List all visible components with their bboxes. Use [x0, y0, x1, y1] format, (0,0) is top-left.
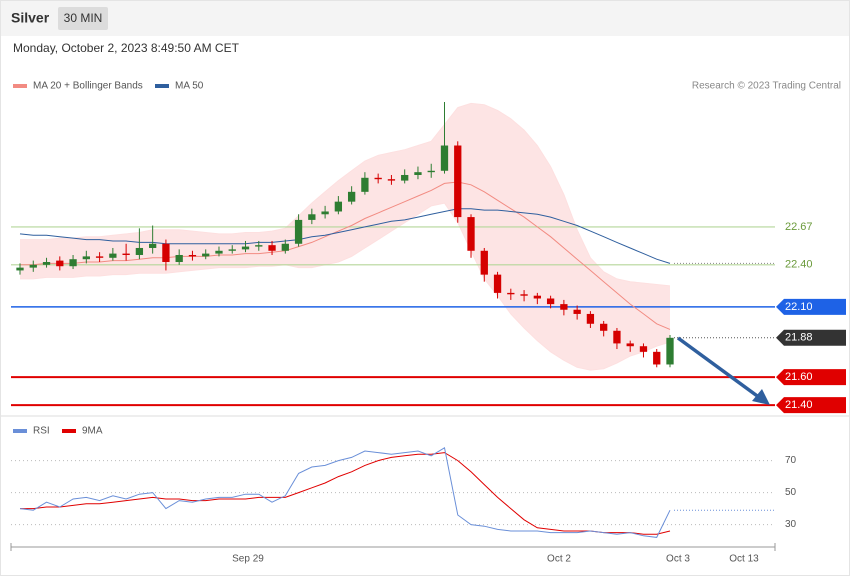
candle-body [467, 217, 475, 251]
candle-body [308, 214, 316, 220]
candle-body [69, 259, 77, 267]
candle-body [586, 313, 595, 324]
level-label: 22.40 [785, 259, 813, 271]
level-label: 22.67 [785, 221, 813, 233]
candle-body [241, 246, 250, 250]
candle-body [347, 191, 356, 202]
candle-body [281, 243, 289, 251]
x-tick-label: Oct 2 [547, 554, 571, 565]
ma20-line [20, 181, 671, 330]
candle-body [215, 250, 223, 254]
candle-body [188, 254, 197, 257]
candle-body [294, 219, 303, 244]
level-label: 22.10 [785, 301, 813, 313]
candle-body [42, 262, 51, 265]
candle-body [162, 243, 170, 263]
candle-body [361, 177, 369, 192]
candle-body [56, 260, 64, 267]
rsi-tick-label: 70 [785, 455, 797, 466]
credit: Research © 2023 Trading Central [692, 81, 841, 92]
candle-body [427, 170, 435, 173]
candle-body [16, 267, 24, 271]
legend-entry: 9MA [82, 426, 103, 437]
candle-body [374, 177, 382, 180]
candle-body [520, 294, 528, 296]
candle-body [600, 323, 608, 331]
candle-body [175, 254, 183, 263]
candle-body [507, 292, 515, 295]
candle-body [560, 304, 568, 310]
last-price-label: 21.88 [785, 332, 813, 344]
timeframe-button[interactable] [58, 7, 108, 30]
header-bar [0, 0, 850, 36]
x-tick-label: Oct 3 [666, 554, 690, 565]
candle-body [573, 309, 581, 314]
candle-body [533, 295, 541, 299]
candle-body [613, 330, 621, 344]
level-tag [776, 298, 846, 315]
forecast-arrowhead [752, 389, 770, 405]
rsi-line [20, 452, 671, 535]
candle-body [255, 245, 263, 247]
candle-body [135, 247, 144, 255]
level-label: 21.60 [785, 371, 813, 383]
level-label: 21.40 [785, 399, 813, 411]
rsi-line [19, 447, 671, 538]
candle-body [414, 172, 422, 175]
legend-swatch [62, 429, 76, 433]
candle-body [653, 351, 661, 365]
band-lower [20, 202, 671, 371]
candle-body [321, 211, 329, 215]
candle-body [122, 253, 130, 255]
x-tick-label: Sep 29 [232, 554, 264, 565]
instrument-title: Silver [11, 10, 50, 26]
x-tick-label: Oct 13 [729, 554, 759, 565]
candle-body [387, 179, 396, 181]
candle-body [202, 253, 210, 257]
candle-body [493, 274, 502, 293]
legend-entry: MA 50 [175, 81, 204, 92]
candle-body [268, 245, 276, 251]
candle-body [626, 343, 634, 347]
timestamp: Monday, October 2, 2023 8:49:50 AM CET [13, 41, 240, 55]
candle-body [666, 337, 674, 365]
legend-swatch [13, 429, 27, 433]
forecast-arrow [676, 336, 762, 400]
candle-body [334, 201, 343, 212]
last-price-tag [776, 329, 846, 346]
rsi-tick-label: 30 [785, 519, 797, 530]
level-tag [776, 397, 846, 414]
level-tag [776, 369, 846, 386]
candle-body [440, 145, 449, 171]
candle-body [401, 174, 409, 181]
band-upper [20, 102, 671, 287]
candle-body [29, 264, 37, 268]
legend-swatch [13, 84, 27, 88]
band-fill [20, 103, 670, 371]
legend-swatch [155, 84, 169, 88]
legend-entry: MA 20 + Bollinger Bands [33, 81, 143, 92]
candle-body [82, 256, 90, 260]
candle-body [546, 298, 555, 305]
rsi-tick-label: 50 [785, 487, 797, 498]
candle-body [109, 253, 117, 258]
candle-body [95, 256, 104, 258]
candle-body [639, 346, 648, 352]
ma50-line [19, 208, 671, 264]
candle-body [149, 243, 157, 248]
candle-body [480, 250, 488, 275]
candle-body [228, 249, 236, 251]
legend-entry: RSI [33, 426, 50, 437]
timeframe[interactable]: 30 MIN [64, 11, 103, 25]
candle-body [454, 145, 462, 218]
